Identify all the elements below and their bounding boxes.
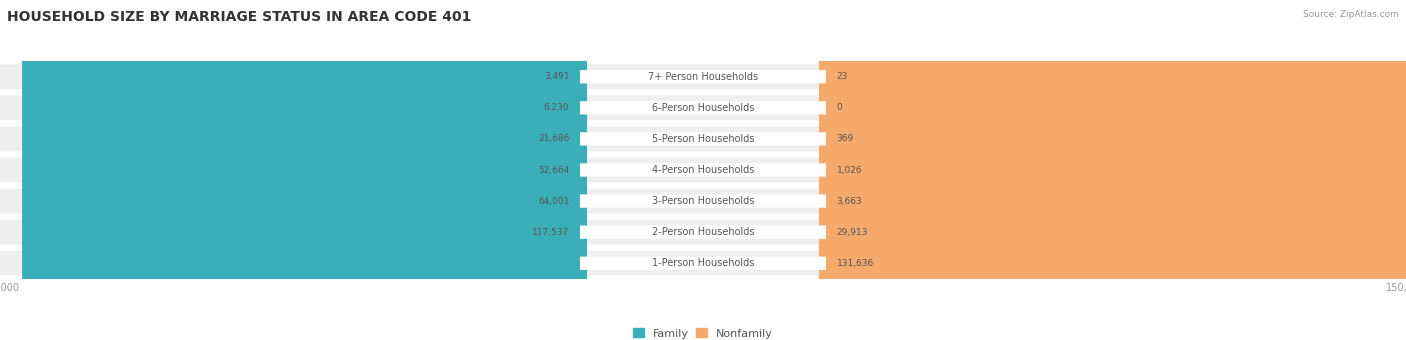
Text: 3-Person Households: 3-Person Households bbox=[652, 196, 754, 206]
FancyBboxPatch shape bbox=[273, 0, 588, 340]
FancyBboxPatch shape bbox=[0, 96, 1406, 120]
Text: 5-Person Households: 5-Person Households bbox=[652, 134, 754, 144]
Text: 0: 0 bbox=[837, 103, 842, 112]
FancyBboxPatch shape bbox=[818, 0, 838, 340]
FancyBboxPatch shape bbox=[0, 64, 1406, 89]
Text: 29,913: 29,913 bbox=[837, 228, 868, 237]
FancyBboxPatch shape bbox=[22, 0, 588, 340]
Text: 52,664: 52,664 bbox=[538, 166, 569, 174]
Text: 64,001: 64,001 bbox=[538, 197, 569, 206]
FancyBboxPatch shape bbox=[0, 251, 1406, 276]
FancyBboxPatch shape bbox=[818, 0, 1406, 340]
FancyBboxPatch shape bbox=[579, 194, 827, 208]
Text: 7+ Person Households: 7+ Person Households bbox=[648, 72, 758, 82]
FancyBboxPatch shape bbox=[579, 225, 827, 239]
FancyBboxPatch shape bbox=[0, 220, 1406, 244]
FancyBboxPatch shape bbox=[0, 126, 1406, 151]
FancyBboxPatch shape bbox=[818, 0, 834, 340]
Text: 369: 369 bbox=[837, 134, 853, 143]
Text: 2-Person Households: 2-Person Households bbox=[652, 227, 754, 237]
Text: 131,636: 131,636 bbox=[837, 259, 873, 268]
Text: 6-Person Households: 6-Person Households bbox=[652, 103, 754, 113]
FancyBboxPatch shape bbox=[818, 0, 973, 340]
FancyBboxPatch shape bbox=[471, 0, 588, 340]
FancyBboxPatch shape bbox=[579, 101, 827, 115]
Text: Source: ZipAtlas.com: Source: ZipAtlas.com bbox=[1303, 10, 1399, 19]
Legend: Family, Nonfamily: Family, Nonfamily bbox=[633, 328, 773, 339]
FancyBboxPatch shape bbox=[579, 257, 827, 270]
FancyBboxPatch shape bbox=[579, 163, 827, 177]
FancyBboxPatch shape bbox=[818, 0, 851, 340]
Text: HOUSEHOLD SIZE BY MARRIAGE STATUS IN AREA CODE 401: HOUSEHOLD SIZE BY MARRIAGE STATUS IN ARE… bbox=[7, 10, 471, 24]
Text: 21,686: 21,686 bbox=[538, 134, 569, 143]
Text: 1-Person Households: 1-Person Households bbox=[652, 258, 754, 268]
FancyBboxPatch shape bbox=[0, 157, 1406, 183]
FancyBboxPatch shape bbox=[0, 189, 1406, 214]
Text: 3,491: 3,491 bbox=[544, 72, 569, 81]
Text: 6,230: 6,230 bbox=[544, 103, 569, 112]
FancyBboxPatch shape bbox=[579, 70, 827, 83]
FancyBboxPatch shape bbox=[579, 132, 827, 146]
Text: 1,026: 1,026 bbox=[837, 166, 862, 174]
FancyBboxPatch shape bbox=[326, 0, 588, 340]
FancyBboxPatch shape bbox=[544, 0, 588, 340]
Text: 4-Person Households: 4-Person Households bbox=[652, 165, 754, 175]
Text: 23: 23 bbox=[837, 72, 848, 81]
FancyBboxPatch shape bbox=[818, 0, 835, 340]
FancyBboxPatch shape bbox=[557, 0, 588, 340]
Text: 117,537: 117,537 bbox=[533, 228, 569, 237]
Text: 3,663: 3,663 bbox=[837, 197, 862, 206]
